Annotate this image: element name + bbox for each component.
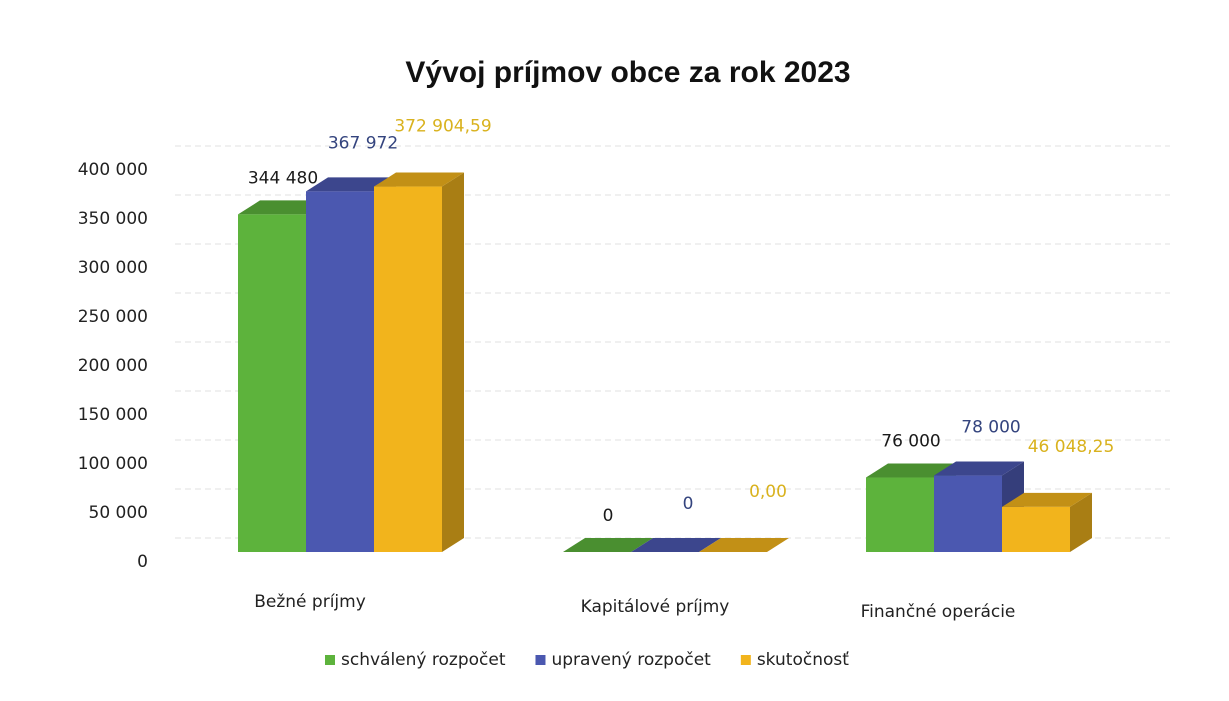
y-tick-label: 400 000 [78, 160, 148, 180]
data-label: 0 [603, 506, 614, 526]
y-tick-label: 250 000 [78, 307, 148, 327]
bar [631, 538, 721, 552]
y-tick-label: 200 000 [78, 356, 148, 376]
chart-title: Vývoj príjmov obce za rok 2023 [405, 56, 850, 89]
y-tick-label: 0 [137, 552, 148, 572]
data-label: 344 480 [248, 168, 318, 188]
data-label: 46 048,25 [1028, 437, 1115, 457]
bar [1002, 492, 1092, 552]
bar-top [563, 538, 653, 552]
bar-front [1002, 506, 1070, 552]
bar [374, 172, 464, 552]
bar-top [631, 538, 721, 552]
bar-top [934, 461, 1024, 476]
data-label: 76 000 [881, 432, 940, 452]
x-tick-label: Bežné príjmy [254, 592, 366, 612]
bar-front [238, 214, 306, 552]
legend-swatch [740, 655, 751, 665]
data-label: 0 [683, 494, 694, 514]
bar-front [934, 475, 1002, 552]
bar [563, 538, 653, 552]
legend-label: skutočnosť [757, 650, 849, 670]
bar-front [866, 477, 934, 552]
data-label: 78 000 [961, 418, 1020, 438]
y-tick-label: 300 000 [78, 258, 148, 278]
y-tick-label: 150 000 [78, 405, 148, 425]
bar-front [374, 186, 442, 552]
bar-top [374, 172, 464, 187]
bar-side [442, 172, 464, 552]
legend-swatch [535, 655, 546, 665]
data-label: 0,00 [749, 482, 787, 502]
legend-label: schválený rozpočet [341, 650, 506, 670]
bar-top [306, 177, 396, 192]
bar-top [866, 463, 956, 478]
bar-top [238, 200, 328, 215]
y-tick-label: 350 000 [78, 209, 148, 229]
y-tick-label: 50 000 [89, 503, 148, 523]
bar [699, 538, 789, 552]
data-label: 372 904,59 [394, 117, 491, 137]
bar-side [1070, 492, 1092, 552]
y-tick-label: 100 000 [78, 454, 148, 474]
legend-swatch [325, 655, 335, 665]
bar-top [1002, 492, 1092, 507]
data-label: 367 972 [328, 133, 398, 153]
bar-top [699, 538, 789, 552]
legend-label: upravený rozpočet [551, 650, 711, 670]
x-tick-label: Kapitálové príjmy [581, 597, 730, 617]
bar-front [306, 191, 374, 552]
x-tick-label: Finančné operácie [861, 602, 1016, 622]
